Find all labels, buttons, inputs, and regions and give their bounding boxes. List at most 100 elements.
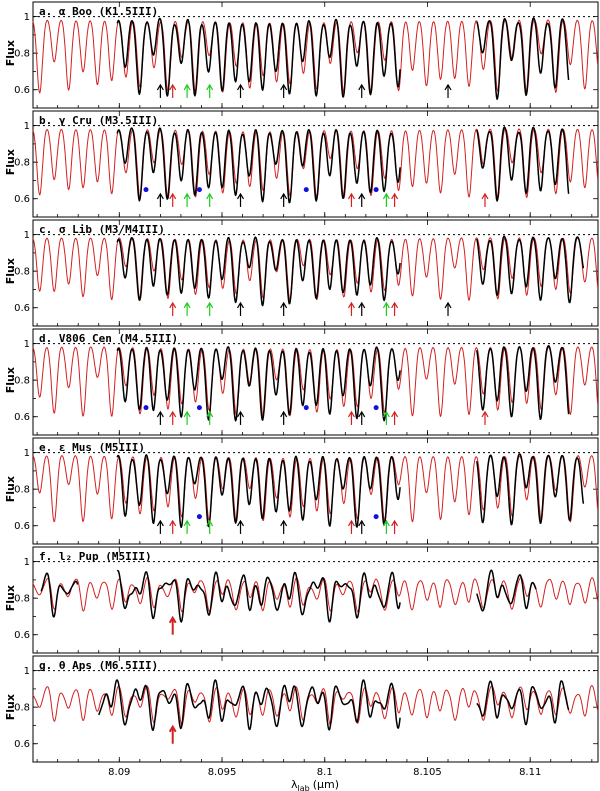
y-tick-label: 1 — [24, 448, 30, 459]
observed-spectrum-line — [476, 680, 570, 726]
line-marker-arrow — [169, 192, 177, 207]
line-marker-arrow — [183, 410, 191, 425]
line-marker-arrow — [156, 410, 164, 425]
y-tick-label: 0.6 — [14, 303, 30, 314]
y-tick-label: 0.8 — [14, 594, 30, 605]
line-marker-arrow — [206, 83, 214, 98]
line-marker-arrow — [206, 192, 214, 207]
y-axis-label: Flux — [4, 258, 17, 284]
y-tick-label: 1 — [24, 339, 30, 350]
x-tick-label: 8.11 — [519, 767, 541, 778]
y-tick-label: 0.8 — [14, 267, 30, 278]
line-marker-arrow — [358, 301, 366, 316]
y-tick-label: 0.8 — [14, 49, 30, 60]
line-marker-arrow — [444, 301, 452, 316]
blue-dot-marker — [303, 405, 309, 411]
line-marker-arrow — [347, 301, 355, 316]
x-tick-label: 8.09 — [108, 767, 130, 778]
y-axis-label: Flux — [4, 585, 17, 611]
observed-spectrum-line — [40, 572, 79, 618]
observed-spectrum-line — [116, 454, 401, 529]
line-marker-arrow — [391, 192, 399, 207]
spectrum-panel: 1 0.8 0.6 Flux d. V806 Cen (M4.5III) — [4, 328, 599, 436]
blue-dot-marker — [373, 187, 379, 193]
x-tick-label: 8.105 — [413, 767, 442, 778]
blue-dot-marker — [196, 187, 202, 193]
line-marker-arrow — [391, 519, 399, 534]
line-marker-arrow — [280, 410, 288, 425]
line-marker-arrow — [236, 192, 245, 207]
spectrum-panel: 1 0.8 0.6 Flux c. σ Lib (M3/M4III) — [4, 219, 599, 327]
blue-dot-marker — [373, 405, 379, 411]
blue-dot-marker — [303, 187, 309, 193]
spectrum-panel: 1 0.8 0.6 Flux a. α Boo (K1.5III) — [4, 1, 599, 109]
line-marker-arrow — [169, 301, 177, 316]
panel-title: f. l₂ Pup (M5III) — [39, 550, 152, 563]
line-marker-arrow — [358, 410, 366, 425]
line-marker-arrow — [156, 83, 164, 98]
line-marker-arrow — [183, 192, 191, 207]
line-marker-arrow — [236, 410, 245, 425]
x-axis: 8.09 8.095 8.1 8.105 8.11 — [108, 767, 541, 778]
y-axis-label: Flux — [4, 694, 17, 720]
y-tick-label: 1 — [24, 557, 30, 568]
observed-spectrum-line — [476, 126, 570, 202]
y-axis-label: Flux — [4, 367, 17, 393]
panel-title: c. σ Lib (M3/M4III) — [39, 223, 165, 236]
observed-spectrum-line — [116, 17, 401, 98]
y-tick-label: 1 — [24, 121, 30, 132]
panel-frame — [32, 655, 599, 763]
y-tick-label: 0.8 — [14, 158, 30, 169]
line-marker-arrow — [168, 615, 177, 635]
line-marker-arrow — [206, 301, 214, 316]
observed-spectrum-line — [476, 345, 570, 420]
y-tick-label: 0.8 — [14, 485, 30, 496]
line-marker-arrow — [169, 83, 177, 98]
y-tick-label: 0.8 — [14, 703, 30, 714]
model-spectrum-line — [32, 128, 599, 200]
spectrum-panel: 1 0.8 0.6 Flux g. θ Aps (M6.5III) — [4, 655, 599, 763]
y-axis-label: Flux — [4, 149, 17, 175]
panel-title: e. ε Mus (M5III) — [39, 441, 145, 454]
panel-title: a. α Boo (K1.5III) — [39, 5, 158, 18]
line-marker-arrow — [280, 83, 288, 98]
x-tick-label: 8.095 — [208, 767, 237, 778]
line-marker-arrow — [382, 192, 390, 207]
observed-spectrum-line — [476, 17, 570, 100]
line-marker-arrow — [358, 192, 366, 207]
x-axis-label: λlab (μm) — [291, 778, 339, 791]
blue-dot-marker — [196, 405, 202, 411]
line-marker-arrow — [156, 519, 164, 534]
y-tick-label: 0.6 — [14, 630, 30, 641]
line-marker-arrow — [183, 519, 191, 534]
line-marker-arrow — [481, 192, 489, 207]
y-tick-label: 1 — [24, 230, 30, 241]
line-marker-arrow — [183, 301, 191, 316]
panel-frame — [32, 328, 599, 436]
observed-spectrum-line — [98, 679, 401, 732]
model-spectrum-line — [32, 685, 599, 726]
spectrum-panel: 1 0.8 0.6 Flux f. l₂ Pup (M5III) — [4, 546, 599, 654]
panel-frame — [32, 437, 599, 545]
panel-stack: 1 0.8 0.6 Flux a. α Boo (K1.5III) 1 0.8 0.6 Flux… — [4, 1, 599, 763]
observed-spectrum-line — [476, 453, 585, 526]
line-marker-arrow — [206, 410, 214, 425]
model-spectrum-line — [32, 576, 599, 613]
line-marker-arrow — [358, 83, 366, 98]
line-marker-arrow — [168, 724, 177, 744]
y-tick-label: 0.6 — [14, 412, 30, 423]
line-marker-arrow — [444, 83, 452, 98]
line-marker-arrow — [391, 301, 399, 316]
line-marker-arrow — [169, 519, 177, 534]
y-tick-label: 1 — [24, 666, 30, 677]
blue-dot-marker — [196, 514, 202, 520]
y-tick-label: 0.6 — [14, 521, 30, 532]
observed-spectrum-line — [476, 235, 585, 304]
spectrum-panel: 1 0.8 0.6 Flux e. ε Mus (M5III) — [4, 437, 599, 545]
line-marker-arrow — [280, 301, 288, 316]
line-marker-arrow — [347, 519, 355, 534]
observed-spectrum-line — [116, 569, 401, 623]
line-marker-arrow — [391, 410, 399, 425]
line-marker-arrow — [156, 192, 164, 207]
line-marker-arrow — [382, 301, 390, 316]
